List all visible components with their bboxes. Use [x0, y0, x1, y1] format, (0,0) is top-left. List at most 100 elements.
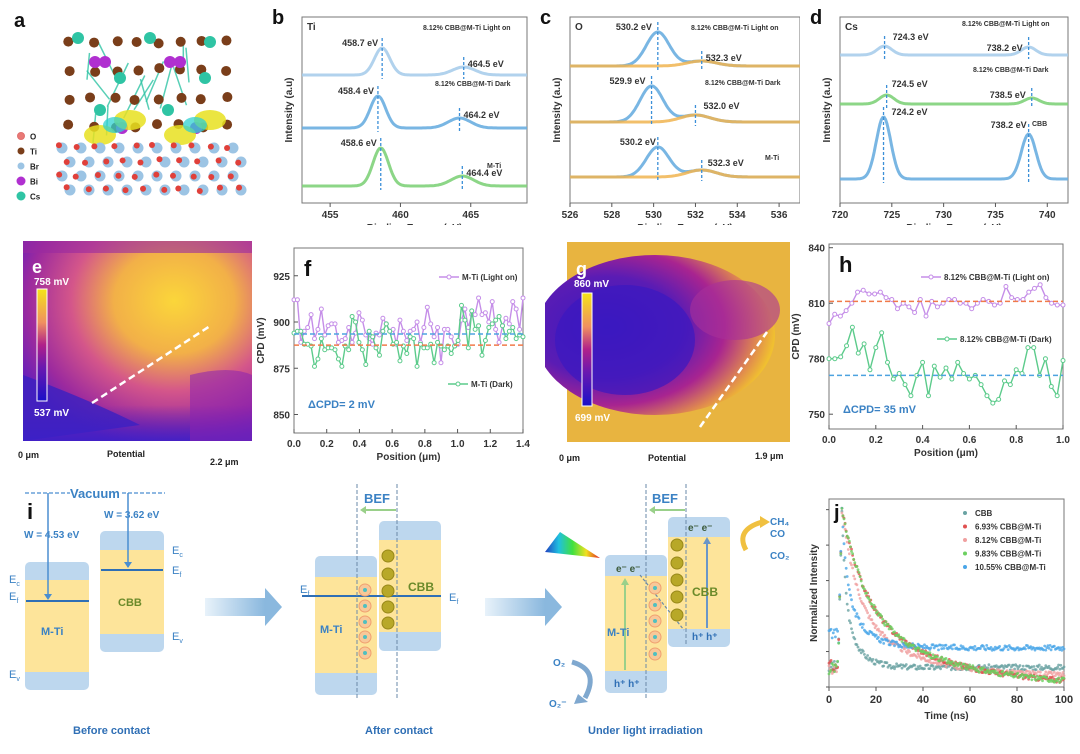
data-point — [456, 339, 460, 343]
data-point — [866, 654, 869, 657]
o-atom — [134, 143, 140, 149]
panel-label-j: j — [833, 502, 840, 524]
before-contact-diagram: Vacuum i W = 4.53 eV W = 3.62 eV M-Ti CB… — [9, 486, 183, 737]
y-axis-label: Intensity (a.u) — [552, 77, 563, 142]
data-point — [446, 327, 450, 331]
data-point — [932, 653, 935, 656]
data-point — [842, 514, 845, 517]
data-point — [436, 326, 440, 330]
data-point — [845, 530, 848, 533]
data-point — [956, 360, 960, 364]
data-point — [935, 305, 939, 309]
data-point — [1008, 383, 1012, 387]
work-function-mti: W = 4.53 eV — [24, 530, 80, 541]
data-point — [395, 340, 399, 344]
hole-particle — [382, 601, 394, 613]
ti-atom — [89, 38, 99, 48]
data-point — [930, 646, 933, 649]
x-tick-label: 0.8 — [1009, 435, 1023, 446]
legend-marker — [447, 275, 451, 279]
data-point — [388, 329, 392, 333]
data-point — [830, 659, 833, 662]
data-point — [853, 578, 856, 581]
panel-label-i: i — [27, 499, 33, 524]
data-point — [1063, 677, 1066, 680]
peak-label: 724.2 eV — [892, 107, 928, 117]
y-tick-label: 875 — [273, 364, 290, 375]
legend-marker-o — [18, 133, 25, 140]
legend-label: 8.12% CBB@M-Ti (Light on) — [944, 273, 1050, 282]
data-point — [1032, 346, 1036, 350]
ev-label-mti: Ev — [9, 669, 20, 683]
data-point — [959, 662, 962, 665]
bef-label: BEF — [652, 491, 678, 506]
data-point — [415, 320, 419, 324]
data-point — [487, 326, 491, 330]
data-point — [507, 329, 511, 333]
x-tick-label: 730 — [935, 210, 952, 221]
caption-under-light: Under light irradiation — [588, 725, 703, 737]
y-tick-label: 750 — [808, 410, 825, 421]
data-point — [494, 318, 498, 322]
ti-atom — [176, 37, 186, 47]
peak-label: 458.4 eV — [338, 86, 374, 96]
caption-label: Potential — [648, 453, 686, 463]
cbb-label: CBB — [692, 585, 718, 599]
data-point — [306, 326, 310, 330]
data-point — [521, 335, 525, 339]
data-point — [436, 340, 440, 344]
data-point — [837, 638, 840, 641]
o-atom — [228, 173, 234, 179]
data-point — [381, 329, 385, 333]
hole-particle — [671, 539, 683, 551]
co2-reduction-arrow — [743, 522, 762, 550]
data-point — [844, 556, 847, 559]
data-point — [336, 357, 340, 361]
legend-label: 8.12% CBB@M-Ti (Dark) — [960, 335, 1052, 344]
data-point — [429, 322, 433, 326]
hole-particle — [671, 609, 683, 621]
o-atom — [208, 144, 214, 150]
caption-after-contact: After contact — [365, 725, 433, 737]
electron-core — [653, 586, 657, 590]
panel-label-c: c — [540, 7, 551, 29]
data-point — [971, 664, 974, 667]
data-point — [985, 394, 989, 398]
data-point — [867, 292, 871, 296]
electron-core — [653, 635, 657, 639]
data-point — [932, 364, 936, 368]
data-point — [843, 518, 846, 521]
legend-label-cs: Cs — [30, 193, 41, 202]
data-point — [1014, 368, 1018, 372]
data-point — [1063, 648, 1066, 651]
data-point — [1038, 664, 1041, 667]
electron-core — [363, 635, 367, 639]
data-point — [926, 664, 929, 667]
colorbar — [582, 293, 592, 406]
x-tick-label: 0.6 — [962, 435, 976, 446]
x-end-label: 2.2 μm — [210, 457, 239, 467]
data-point — [843, 559, 846, 562]
o-atom — [82, 160, 88, 166]
legend-marker — [963, 525, 967, 529]
data-point — [853, 609, 856, 612]
o-atom — [56, 142, 62, 148]
data-point — [945, 657, 948, 660]
data-point — [858, 593, 861, 596]
data-point — [883, 634, 886, 637]
data-point — [852, 558, 855, 561]
o-atom — [161, 187, 167, 193]
hole-particle — [382, 550, 394, 562]
o-atom — [176, 157, 182, 163]
legend-marker — [945, 337, 949, 341]
data-point — [895, 641, 898, 644]
x-tick-label: 455 — [322, 210, 339, 221]
data-point — [940, 656, 943, 659]
data-point — [1057, 677, 1060, 680]
legend-marker — [929, 275, 933, 279]
caption-before-contact: Before contact — [73, 725, 150, 737]
data-point — [919, 665, 922, 668]
o-atom — [149, 142, 155, 148]
